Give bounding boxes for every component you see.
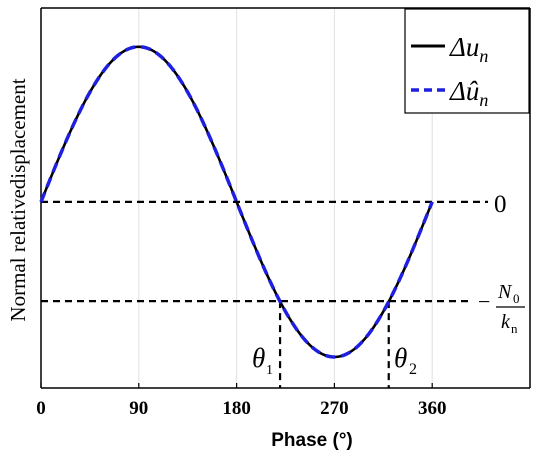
series-2-point: [138, 46, 139, 47]
threshold-denominator: k: [501, 311, 511, 333]
series-2-point: [367, 336, 368, 337]
legend-entry-1-main: Δu: [449, 32, 479, 62]
theta2-label: θ 2: [394, 343, 417, 378]
series-2-point: [301, 336, 302, 337]
threshold-sign: −: [478, 289, 490, 314]
threshold-label: − N 0 k n: [478, 281, 525, 336]
x-tick-label: 360: [418, 398, 447, 419]
theta1-subscript: 1: [266, 363, 273, 378]
reference-lines: [41, 200, 488, 388]
series-2-point: [334, 356, 335, 357]
series-line-2: [39, 45, 434, 359]
x-tick-labels: 0 90 180 270 360: [36, 383, 446, 419]
legend-entry-1: Δun: [449, 32, 488, 66]
legend: Δun Δûn: [404, 8, 530, 114]
threshold-denominator-sub: n: [511, 321, 518, 336]
threshold-numerator: N: [497, 281, 513, 303]
series-2-point: [171, 67, 172, 68]
x-tick-label: 270: [320, 398, 349, 419]
legend-entry-2-sub: n: [479, 90, 488, 110]
legend-entry-2-main: Δû: [449, 76, 479, 106]
theta2-symbol: θ: [394, 343, 407, 373]
theta1-label: θ 1: [252, 343, 273, 378]
threshold-numerator-sub: 0: [513, 291, 520, 306]
series-2-point: [236, 201, 237, 202]
legend-entry-2: Δûn: [449, 76, 488, 110]
series-2-point: [204, 124, 205, 125]
x-tick-label: 90: [129, 398, 148, 419]
legend-box: [404, 8, 530, 114]
x-tick-label: 0: [36, 398, 46, 419]
legend-entry-1-sub: n: [479, 46, 488, 66]
theta2-subscript: 2: [409, 361, 417, 378]
series-2-point: [269, 279, 270, 280]
x-tick-label: 180: [222, 398, 251, 419]
series-layer: [39, 45, 434, 359]
series-2-point: [41, 201, 42, 202]
series-2-point: [432, 201, 433, 202]
y-axis-label: Normal relativedisplacement: [6, 78, 30, 321]
series-2-point: [73, 124, 74, 125]
x-axis-label: Phase (°): [271, 430, 353, 451]
series-2-point: [399, 279, 400, 280]
theta1-symbol: θ: [252, 343, 265, 373]
series-2-point: [106, 67, 107, 68]
zero-line-label: 0: [494, 191, 507, 218]
